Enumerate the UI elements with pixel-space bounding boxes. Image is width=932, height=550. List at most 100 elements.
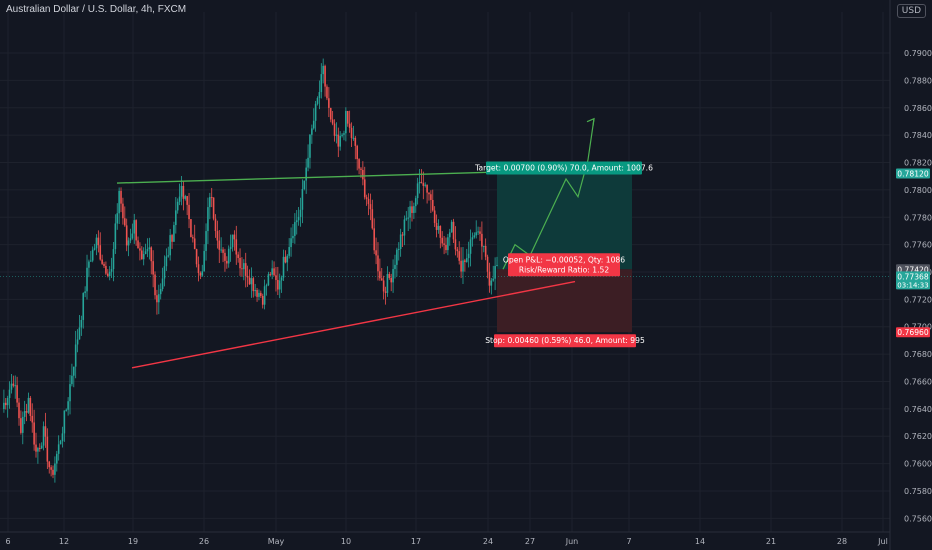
candle-body (481, 233, 483, 247)
candle-body (239, 257, 241, 269)
candle-body (460, 260, 462, 272)
candle-body (133, 220, 136, 234)
candle-body (277, 279, 279, 290)
candle-body (65, 409, 68, 411)
candle-body (154, 274, 156, 296)
candle-body (118, 190, 120, 214)
time-tick-label: 27 (525, 537, 535, 546)
candle-body (386, 274, 389, 293)
candle-body (488, 271, 491, 286)
candle-body (464, 260, 466, 262)
candle-body (284, 256, 287, 263)
candle-body (35, 444, 37, 452)
candle-body (254, 290, 256, 292)
candle-body (388, 274, 391, 278)
candle-body (137, 240, 139, 249)
candle-body (358, 159, 360, 169)
candle-body (350, 127, 353, 138)
candle-body (426, 184, 428, 193)
candle-body (394, 264, 396, 270)
candle-body (148, 247, 151, 249)
candle-body (297, 216, 300, 221)
price-badge (896, 327, 930, 338)
candle-body (345, 110, 347, 134)
symbol-title: Australian Dollar / U.S. Dollar, 4h, FXC… (6, 4, 187, 15)
candle-body (173, 225, 175, 242)
candle-body (93, 248, 96, 250)
candle-body (188, 204, 190, 220)
candle-body (424, 184, 427, 186)
candle-body (165, 256, 168, 267)
candle-body (375, 250, 377, 256)
candle-body (112, 249, 115, 270)
candle-body (23, 411, 26, 417)
candle-body (72, 366, 75, 376)
candle-body (167, 255, 170, 257)
time-tick-label: 28 (837, 537, 847, 546)
candle-body (392, 269, 394, 283)
candle-body (203, 250, 205, 272)
candle-body (125, 225, 128, 246)
candle-body (156, 295, 158, 303)
candle-body (418, 181, 421, 184)
candle-body (214, 218, 217, 232)
candle-body (405, 218, 408, 220)
candle-body (260, 292, 262, 296)
candle-body (4, 402, 7, 406)
candle-body (16, 385, 18, 403)
candle-body (209, 197, 211, 208)
candle-body (428, 192, 430, 195)
candle-body (348, 123, 351, 128)
candle-body (152, 261, 154, 275)
candle-body (416, 183, 419, 199)
candle-body (335, 134, 338, 136)
open-pnl-label (508, 253, 620, 277)
candle-body (105, 265, 107, 274)
candle-body (107, 273, 109, 277)
candle-body (331, 119, 334, 124)
time-tick-label: 14 (695, 537, 705, 546)
candle-body (354, 137, 357, 146)
candle-body (445, 244, 447, 251)
candle-body (465, 258, 468, 262)
candle-body (158, 294, 160, 303)
candle-body (233, 234, 236, 240)
candle-body (295, 220, 298, 223)
candle-body (14, 385, 17, 387)
candle-body (469, 239, 472, 254)
candle-body (422, 183, 425, 186)
lower-trendline (131, 280, 576, 369)
candle-body (309, 134, 311, 158)
candle-body (59, 441, 62, 445)
time-tick-label: 10 (341, 537, 351, 546)
candle-body (282, 256, 285, 278)
candle-body (294, 222, 296, 236)
candle-body (182, 185, 185, 199)
candle-body (241, 268, 243, 270)
candle-body (448, 232, 451, 238)
candle-body (161, 278, 164, 289)
candle-body (163, 266, 166, 279)
currency-badge[interactable]: USD (896, 4, 926, 18)
candle-body (169, 235, 171, 256)
target-label-text: Target: 0.00700 (0.90%) 70.0, Amount: 10… (474, 163, 653, 172)
candle-body (492, 278, 495, 281)
candle-body (301, 189, 304, 210)
candle-body (71, 375, 73, 385)
time-axis[interactable]: 6 12 19 26 May 10 17 24 27 Jun 7 14 21 28 Jul (0, 531, 890, 546)
candle-body (467, 253, 470, 259)
time-tick-label: 7 (626, 537, 631, 546)
candle-body (401, 234, 404, 236)
price-badge (896, 168, 930, 179)
candle-body (256, 290, 258, 297)
candle-body (120, 190, 122, 204)
candle-body (407, 217, 410, 219)
candle-body (290, 238, 292, 248)
candle-body (37, 448, 39, 452)
candle-body (248, 277, 251, 285)
